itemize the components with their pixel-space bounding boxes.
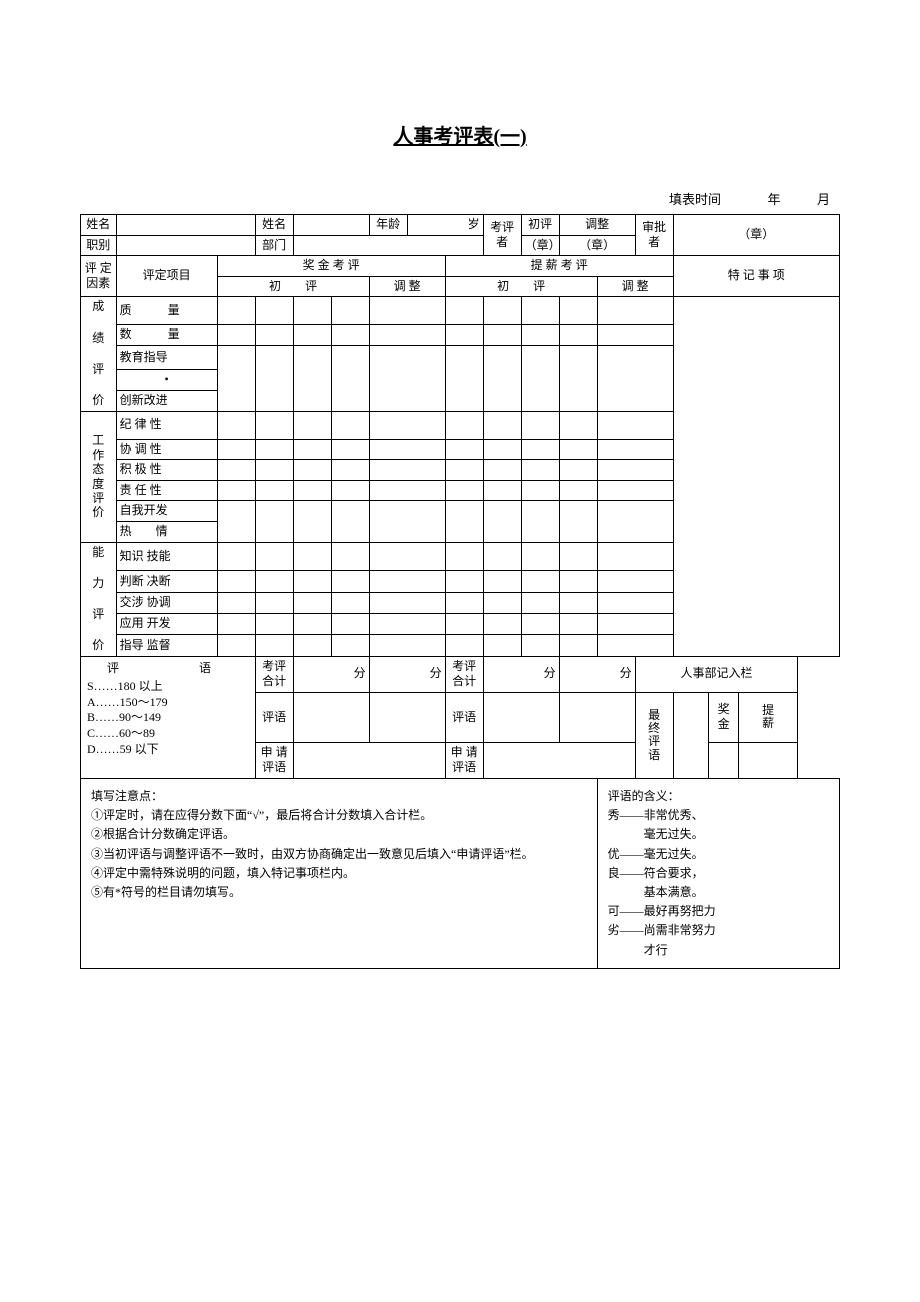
g2-item6: 热 情 bbox=[116, 521, 217, 542]
dept-label: 部门 bbox=[255, 235, 293, 256]
fill-notes: 填写注意点： ①评定时，请在应得分数下面“√”，最后将合计分数填入合计栏。 ②根… bbox=[81, 779, 598, 969]
g2-item4: 责 任 性 bbox=[116, 480, 217, 501]
rating-scale: 评语 S……180 以上 A……150～179 B……90～149 C……60～… bbox=[81, 656, 256, 778]
bonus-initial-label: 初 评 bbox=[217, 276, 369, 297]
name-label: 姓名 bbox=[81, 215, 117, 236]
item-label: 评定项目 bbox=[116, 256, 217, 297]
raise-apply-label: 申 请 评语 bbox=[445, 742, 483, 778]
group1-label: 成 绩 评 价 bbox=[81, 297, 117, 411]
bonus-amount-value bbox=[709, 742, 739, 778]
raise-total-label: 考评 合计 bbox=[445, 656, 483, 692]
name2-value bbox=[293, 215, 369, 236]
g3-item2: 判断 决断 bbox=[116, 571, 217, 592]
bonus-total-label: 考评 合计 bbox=[255, 656, 293, 692]
bonus-pingyu-2 bbox=[369, 692, 445, 742]
evaluation-table: 姓名 姓名 年龄 岁 考评者 初评 调整 审批者 （章） 职别 部门 （章） （… bbox=[80, 214, 840, 969]
bonus-pingyu-label: 评语 bbox=[255, 692, 293, 742]
raise-apply-value bbox=[483, 742, 635, 778]
bonus-adjust-label: 调 整 bbox=[369, 276, 445, 297]
group2-label: 工 作 态 度 评 价 bbox=[81, 411, 117, 542]
g3-item5: 指导 监督 bbox=[116, 635, 217, 656]
raise-pingyu-2 bbox=[559, 692, 635, 742]
g1-item4: • bbox=[116, 370, 217, 391]
dept-value bbox=[293, 235, 483, 256]
final-eval-label: 最 终 评 语 bbox=[635, 692, 673, 778]
g2-item5: 自我开发 bbox=[116, 501, 217, 522]
g2-item1: 纪 律 性 bbox=[116, 411, 217, 439]
fill-time-label: 填表时间 bbox=[669, 189, 721, 208]
jobtitle-label: 职别 bbox=[81, 235, 117, 256]
raise-amount-value bbox=[738, 742, 797, 778]
initial-eval-label: 初评 bbox=[521, 215, 559, 236]
age-label: 年龄 bbox=[369, 215, 407, 236]
year-label: 年 bbox=[767, 189, 780, 208]
rating-legend: 评语的含义： 秀——非常优秀、 毫无过失。 优——毫无过失。 良——符合要求， … bbox=[597, 779, 839, 969]
initial-seal: （章） bbox=[521, 235, 559, 256]
raise-amount-label: 提 薪 bbox=[738, 692, 797, 742]
g1-item1: 质 量 bbox=[116, 297, 217, 325]
g3-item4: 应用 开发 bbox=[116, 614, 217, 635]
g2-item2: 协 调 性 bbox=[116, 439, 217, 460]
adjust-seal: （章） bbox=[559, 235, 635, 256]
adjust-label: 调整 bbox=[559, 215, 635, 236]
g2-item3: 积 极 性 bbox=[116, 460, 217, 481]
g1-item2: 数 量 bbox=[116, 325, 217, 346]
special-notes-label: 特 记 事 项 bbox=[673, 256, 839, 297]
bonus-apply-value bbox=[293, 742, 445, 778]
fill-time-row: 填表时间 年 月 bbox=[80, 189, 840, 208]
jobtitle-value bbox=[116, 235, 255, 256]
special-notes-area bbox=[673, 297, 839, 656]
hr-column-label: 人事部记入栏 bbox=[635, 656, 798, 692]
approver-label: 审批者 bbox=[635, 215, 673, 256]
bonus-apply-label: 申 请 评语 bbox=[255, 742, 293, 778]
factor-label: 评 定 因素 bbox=[81, 256, 117, 297]
approver-seal: （章） bbox=[673, 215, 839, 256]
g1-item3: 教育指导 bbox=[116, 345, 217, 369]
raise-total-1: 分 bbox=[483, 656, 559, 692]
raise-review-label: 提 薪 考 评 bbox=[445, 256, 673, 277]
raise-pingyu-1 bbox=[483, 692, 559, 742]
final-eval-value bbox=[673, 692, 709, 778]
raise-adjust-label: 调 整 bbox=[597, 276, 673, 297]
group3-label: 能 力 评 价 bbox=[81, 542, 117, 656]
bonus-review-label: 奖 金 考 评 bbox=[217, 256, 445, 277]
name-value bbox=[116, 215, 255, 236]
age-value: 岁 bbox=[407, 215, 483, 236]
raise-total-2: 分 bbox=[559, 656, 635, 692]
name2-label: 姓名 bbox=[255, 215, 293, 236]
raise-pingyu-label: 评语 bbox=[445, 692, 483, 742]
bonus-total-2: 分 bbox=[369, 656, 445, 692]
page-title: 人事考评表(一) bbox=[80, 120, 840, 149]
g3-item1: 知识 技能 bbox=[116, 542, 217, 571]
raise-initial-label: 初 评 bbox=[445, 276, 597, 297]
bonus-total-1: 分 bbox=[293, 656, 369, 692]
bonus-pingyu-1 bbox=[293, 692, 369, 742]
bonus-amount-label: 奖 金 bbox=[709, 692, 739, 742]
evaluator-label: 考评者 bbox=[483, 215, 521, 256]
month-label: 月 bbox=[817, 189, 830, 208]
g3-item3: 交涉 协调 bbox=[116, 592, 217, 613]
g1-item5: 创新改进 bbox=[116, 390, 217, 411]
